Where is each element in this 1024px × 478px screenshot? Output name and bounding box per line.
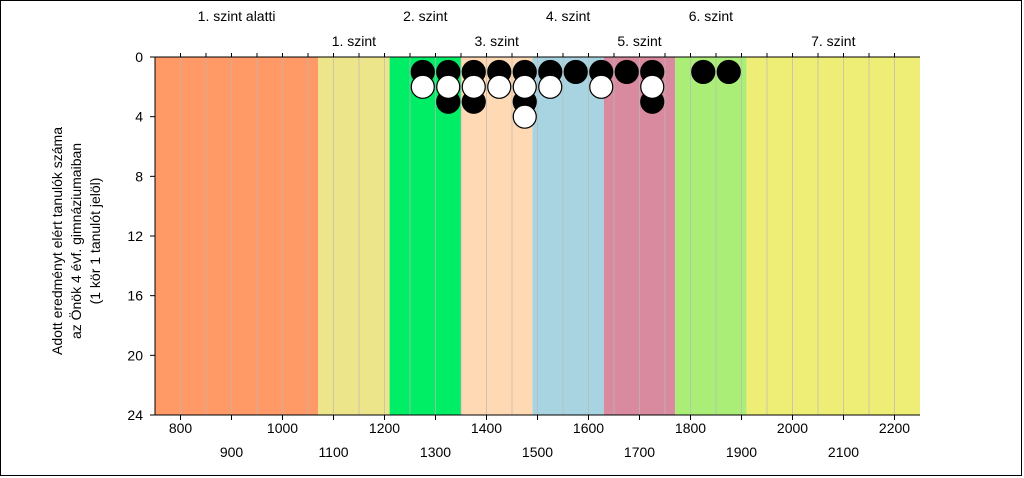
y-tick-label: 16 xyxy=(127,288,143,304)
band-1 xyxy=(155,57,319,415)
level-label-3: 2. szint xyxy=(403,8,447,24)
x-tick-label: 1600 xyxy=(573,420,604,436)
band-3 xyxy=(389,57,461,415)
x-tick-label: 1500 xyxy=(522,444,553,460)
student-marker-open xyxy=(512,104,537,129)
student-marker-open xyxy=(410,74,435,99)
tick-labels: 0 4 8 12 16 20 24 800 1000 1200 1400 1600 1800 2000 22… xyxy=(127,49,910,460)
x-tick-label: 900 xyxy=(220,444,244,460)
band-5 xyxy=(532,57,604,415)
student-marker-open xyxy=(487,74,512,99)
x-tick-label: 1300 xyxy=(420,444,451,460)
student-marker-open xyxy=(512,74,537,99)
level-label-1: 1. szint alatti xyxy=(198,8,276,24)
axes xyxy=(150,53,920,420)
level-label-6: 5. szint xyxy=(617,33,661,49)
band-2 xyxy=(318,57,390,415)
x-tick-label: 1100 xyxy=(318,444,348,460)
student-marker-open xyxy=(538,74,563,99)
level-label-8: 7. szint xyxy=(811,33,855,49)
y-tick-label: 24 xyxy=(127,407,143,423)
student-marker-open xyxy=(436,74,461,99)
student-marker-open xyxy=(640,74,665,99)
student-marker-filled xyxy=(614,59,639,85)
vertical-gridlines xyxy=(180,57,895,415)
student-marker-filled xyxy=(716,59,741,85)
x-tick-label: 1700 xyxy=(624,444,655,460)
x-tick-label: 1400 xyxy=(471,420,502,436)
student-marker-open xyxy=(461,74,486,99)
x-tick-label: 2000 xyxy=(777,420,808,436)
y-tick-label: 0 xyxy=(135,49,143,65)
x-tick-label: 2200 xyxy=(879,420,910,436)
band-7 xyxy=(675,57,747,415)
student-markers xyxy=(410,59,741,129)
level-label-2: 1. szint xyxy=(332,33,376,49)
y-axis-label-line: az Önök 4 évf. gimnáziumaiban xyxy=(67,143,84,339)
student-marker-filled xyxy=(691,59,716,85)
student-marker-open xyxy=(589,74,614,99)
level-label-7: 6. szint xyxy=(689,8,733,24)
x-tick-label: 2100 xyxy=(828,444,859,460)
y-axis-label-line: Adott eredményt elért tanulók száma xyxy=(49,127,65,355)
level-labels: 1. szint alatti 1. szint 2. szint 3. szint 4… xyxy=(198,8,856,49)
y-tick-label: 12 xyxy=(127,228,143,244)
x-tick-label: 800 xyxy=(169,420,193,436)
x-tick-label: 1800 xyxy=(675,420,706,436)
y-axis-label-line: (1 kör 1 tanulót jelöl) xyxy=(87,178,103,305)
x-tick-label: 1900 xyxy=(726,444,757,460)
y-tick-label: 8 xyxy=(135,168,143,184)
student-marker-filled xyxy=(563,59,588,85)
y-axis-label: Adott eredményt elért tanulók száma az Ön… xyxy=(49,127,103,355)
y-tick-label: 20 xyxy=(127,347,143,363)
x-tick-label: 1000 xyxy=(267,420,298,436)
y-tick-label: 4 xyxy=(135,109,143,125)
level-label-4: 3. szint xyxy=(475,33,519,49)
level-label-5: 4. szint xyxy=(546,8,590,24)
band-8 xyxy=(746,57,920,415)
x-tick-label: 1200 xyxy=(369,420,400,436)
